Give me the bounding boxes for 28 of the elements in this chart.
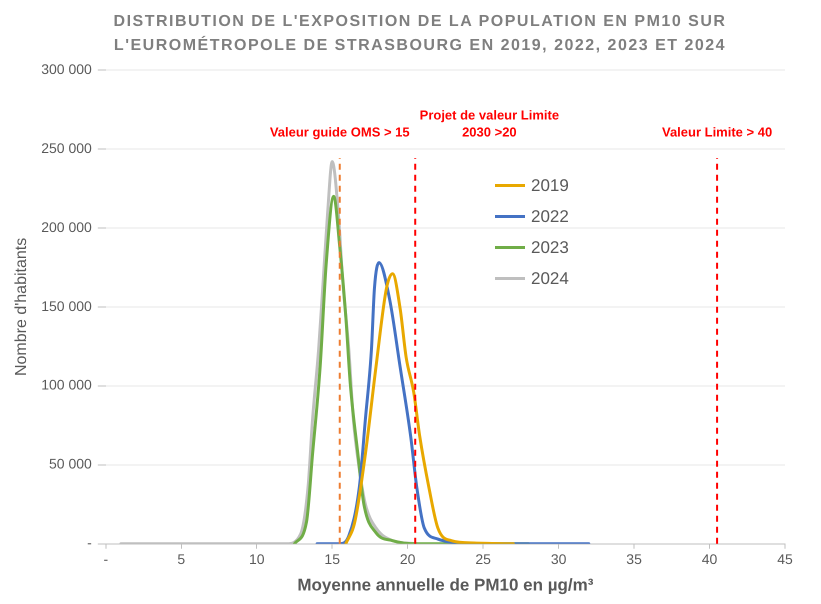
y-tick-label: - — [87, 534, 92, 551]
x-tick-label: 5 — [177, 551, 186, 568]
line-series — [344, 272, 515, 544]
legend-label: 2024 — [531, 268, 569, 288]
legend-label: 2023 — [531, 238, 569, 258]
x-tick-label: 10 — [248, 551, 265, 568]
x-tick-label: 40 — [702, 551, 718, 568]
y-tick-label: 100 000 — [41, 376, 92, 393]
y-tick-label: 300 000 — [41, 60, 92, 77]
legend-label: 2019 — [531, 176, 569, 196]
ref-line-label: Projet de valeur Limite 2030 >20 — [420, 108, 560, 140]
x-tick-label: 35 — [626, 551, 642, 568]
y-tick-label: 150 000 — [41, 298, 92, 314]
x-tick-label: 30 — [550, 551, 567, 568]
y-tick-label: 50 000 — [48, 456, 92, 472]
x-axis-title: Moyenne annuelle de PM10 en µg/m³ — [297, 575, 594, 594]
x-tick-label: - — [103, 551, 108, 568]
x-tick-label: 45 — [777, 551, 793, 568]
x-tick-label: 15 — [324, 551, 340, 568]
x-tick-label: 25 — [475, 551, 492, 568]
y-tick-label: 200 000 — [41, 218, 92, 235]
y-axis-title: Nombre d'habitants — [13, 238, 30, 376]
y-tick-label: 250 000 — [41, 140, 92, 156]
x-tick-label: 20 — [400, 551, 416, 568]
legend-label: 2022 — [531, 206, 569, 226]
ref-line-label: Valeur guide OMS > 15 — [270, 124, 410, 140]
ref-line-label: Valeur Limite > 40 — [662, 124, 772, 140]
chart-title: DISTRIBUTION DE L'EXPOSITION DE LA POPULATION EN PM10 SUR L'EUROMÉTROPOLE DE STRASBOURG EN 2019, 2022, 2023 ET 2024 — [112, 12, 728, 56]
